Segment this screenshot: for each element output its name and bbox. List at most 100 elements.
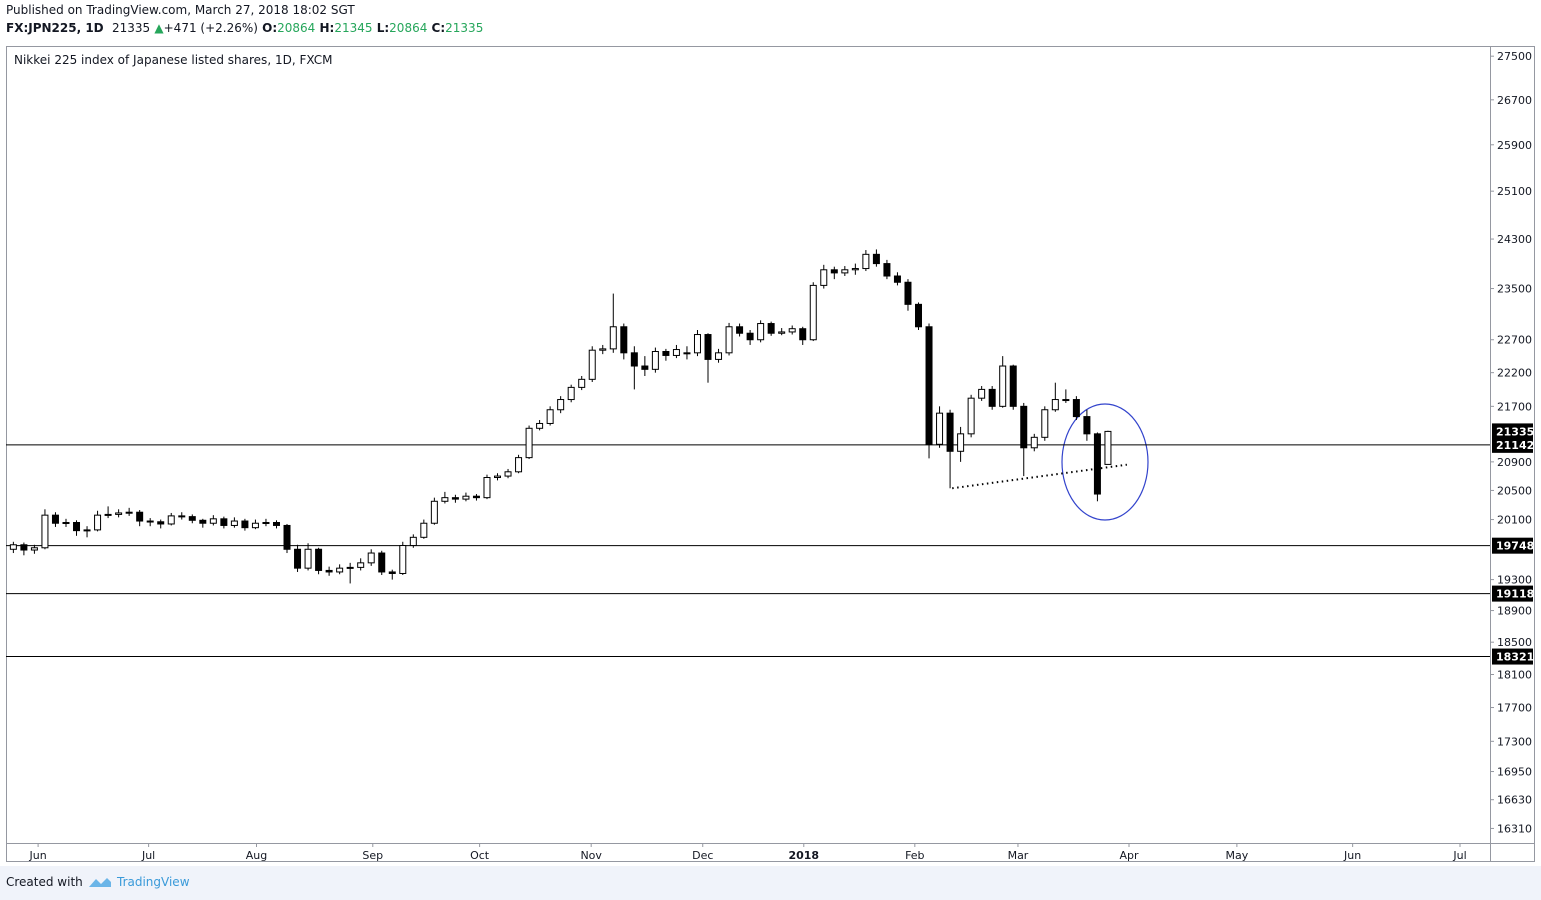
candle-body bbox=[693, 334, 701, 354]
y-tick-label: 18500 bbox=[1497, 636, 1532, 649]
candle-body bbox=[1062, 399, 1070, 402]
candle-body bbox=[272, 522, 280, 526]
low-label: L: bbox=[376, 21, 390, 35]
candle-body bbox=[820, 269, 828, 286]
candle-body bbox=[525, 427, 533, 459]
candle-body bbox=[957, 433, 965, 452]
candle-body bbox=[736, 326, 744, 334]
x-tick-label: Oct bbox=[470, 849, 490, 862]
candle-body bbox=[94, 514, 102, 531]
candle-body bbox=[125, 511, 133, 514]
arrow: ▲ bbox=[154, 21, 164, 35]
candle-body bbox=[346, 566, 354, 569]
y-tick-label: 25100 bbox=[1497, 185, 1532, 198]
candle-body bbox=[746, 332, 754, 341]
candle-body bbox=[1104, 430, 1112, 465]
candle-body bbox=[1030, 436, 1038, 449]
candle-body bbox=[325, 569, 333, 573]
candle-body bbox=[241, 520, 249, 529]
candle-body bbox=[1020, 405, 1028, 449]
symbol-line: FX:JPN225, 1D 21335 ▲+471 (+2.26%) O:208… bbox=[6, 21, 483, 35]
candle-body bbox=[262, 522, 270, 525]
x-tick-label: Jun bbox=[1343, 849, 1361, 862]
candle-body bbox=[672, 349, 680, 356]
candle-body bbox=[936, 412, 944, 445]
candle-body bbox=[199, 519, 207, 524]
candle-body bbox=[704, 334, 712, 360]
candle-body bbox=[567, 386, 575, 401]
header: Published on TradingView.com, March 27, … bbox=[0, 0, 1541, 46]
last-price-label-box bbox=[1492, 423, 1533, 440]
candle-body bbox=[30, 547, 38, 551]
candle-body bbox=[883, 263, 891, 277]
candle-body bbox=[336, 567, 344, 573]
candle-body bbox=[83, 529, 91, 532]
y-tick-label: 19300 bbox=[1497, 574, 1532, 587]
x-tick-label: Jul bbox=[141, 849, 155, 862]
y-tick-label: 27500 bbox=[1497, 50, 1532, 63]
y-tick-label: 17700 bbox=[1497, 702, 1532, 715]
created-with: Created with bbox=[6, 875, 83, 889]
level-label: 21142 bbox=[1496, 439, 1534, 452]
candle-body bbox=[609, 326, 617, 350]
level-label: 18321 bbox=[1496, 651, 1534, 664]
x-tick-label: May bbox=[1226, 849, 1249, 862]
candle-body bbox=[967, 397, 975, 435]
candle-body bbox=[51, 514, 59, 524]
candle-body bbox=[1072, 399, 1080, 418]
candle-body bbox=[62, 522, 70, 525]
highlight-circle bbox=[1061, 403, 1149, 521]
candle-body bbox=[209, 518, 217, 524]
candle-body bbox=[841, 269, 849, 274]
candle-body bbox=[283, 524, 291, 550]
x-tick-label: Apr bbox=[1119, 849, 1139, 862]
candle-body bbox=[546, 409, 554, 424]
x-tick-label: Mar bbox=[1008, 849, 1029, 862]
y-tick-label: 16630 bbox=[1497, 794, 1532, 807]
y-tick-label: 18100 bbox=[1497, 668, 1532, 681]
x-tick-label: Dec bbox=[692, 849, 713, 862]
candle-body bbox=[367, 552, 375, 564]
y-tick-label: 17300 bbox=[1497, 735, 1532, 748]
candle-body bbox=[599, 348, 607, 351]
candle-body bbox=[536, 422, 544, 429]
candle-body bbox=[504, 471, 512, 477]
y-tick-label: 21700 bbox=[1497, 400, 1532, 413]
y-tick-label: 26700 bbox=[1497, 94, 1532, 107]
brand-logo bbox=[89, 878, 111, 887]
candle-body bbox=[472, 495, 480, 499]
y-tick-label: 23500 bbox=[1497, 283, 1532, 296]
candle-body bbox=[641, 365, 649, 370]
candle-body bbox=[620, 326, 628, 354]
candle-body bbox=[799, 328, 807, 341]
candle-body bbox=[304, 548, 312, 569]
candle-body bbox=[662, 351, 670, 356]
level-label: 19118 bbox=[1496, 588, 1534, 601]
candle-body bbox=[851, 268, 859, 271]
level-label-box bbox=[1492, 585, 1533, 602]
open-value: 20864 bbox=[277, 21, 316, 35]
candle-body bbox=[872, 253, 880, 265]
chart-title: Nikkei 225 index of Japanese listed shar… bbox=[14, 53, 332, 67]
candle-body bbox=[41, 514, 49, 549]
candle-body bbox=[357, 562, 365, 568]
candle-body bbox=[388, 571, 396, 574]
y-tick-label: 24300 bbox=[1497, 233, 1532, 246]
candle-body bbox=[104, 513, 112, 516]
candle-body bbox=[557, 399, 565, 411]
y-tick-label: 20100 bbox=[1497, 514, 1532, 527]
candle-body bbox=[420, 522, 428, 538]
candle-body bbox=[904, 281, 912, 305]
y-tick-label: 20500 bbox=[1497, 484, 1532, 497]
candle-body bbox=[925, 326, 933, 445]
brand[interactable]: TradingView bbox=[117, 875, 190, 889]
published-note: Published on TradingView.com, March 27, … bbox=[6, 3, 355, 17]
level-label: 19748 bbox=[1496, 540, 1534, 553]
candle-body bbox=[73, 522, 81, 532]
candle-body bbox=[578, 378, 586, 388]
candle-body bbox=[409, 536, 417, 547]
candle-body bbox=[230, 520, 238, 526]
chart: Nikkei 225 index of Japanese listed shar… bbox=[6, 46, 1535, 862]
x-tick-label: Feb bbox=[905, 849, 924, 862]
